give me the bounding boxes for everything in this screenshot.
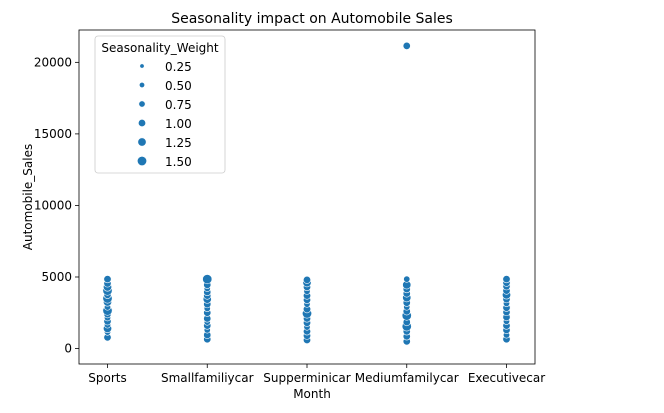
data-points [102,41,511,346]
legend-marker [137,156,148,167]
legend-entries: 0.25 0.50 0.75 1.00 1.25 1.50 [137,60,192,169]
legend-marker [139,63,145,69]
x-axis-label: Month [293,387,331,401]
legend-label: 1.25 [165,136,192,150]
legend-label: 1.00 [165,117,192,131]
legend-marker [137,137,147,147]
y-tick-label: 0 [64,342,72,356]
legend-marker [138,119,147,128]
chart-title: Seasonality impact on Automobile Sales [171,11,453,27]
data-point [402,41,411,50]
y-tick-label: 5000 [41,270,72,284]
y-axis: 0 5000 10000 15000 20000 [34,55,79,356]
data-point [103,275,112,284]
x-tick-label: Executivecar [468,371,545,385]
data-point [502,275,511,284]
data-point [302,275,311,284]
x-tick-label: Supperminicar [263,371,350,385]
y-axis-label: Automobile_Sales [21,144,35,251]
x-tick-label: Smallfamiliycar [161,371,254,385]
legend-marker [139,82,146,89]
x-axis: Sports Smallfamiliycar Supperminicar Medium… [88,364,545,385]
data-point [202,274,213,285]
legend-title: Seasonality_Weight [101,41,218,55]
legend-label: 0.25 [165,60,192,74]
y-tick-label: 20000 [34,55,72,69]
x-tick-label: Mediumfamilycar [355,371,459,385]
x-tick-label: Sports [88,371,126,385]
data-point [403,275,411,283]
legend-label: 0.50 [165,79,192,93]
y-tick-label: 10000 [34,198,72,212]
legend: Seasonality_Weight 0.25 0.50 0.75 1.00 1.25 1… [94,35,226,174]
y-tick-label: 15000 [34,127,72,141]
legend-label: 0.75 [165,98,192,112]
legend-marker [138,100,146,108]
legend-label: 1.50 [165,155,192,169]
legend-box [94,35,226,174]
